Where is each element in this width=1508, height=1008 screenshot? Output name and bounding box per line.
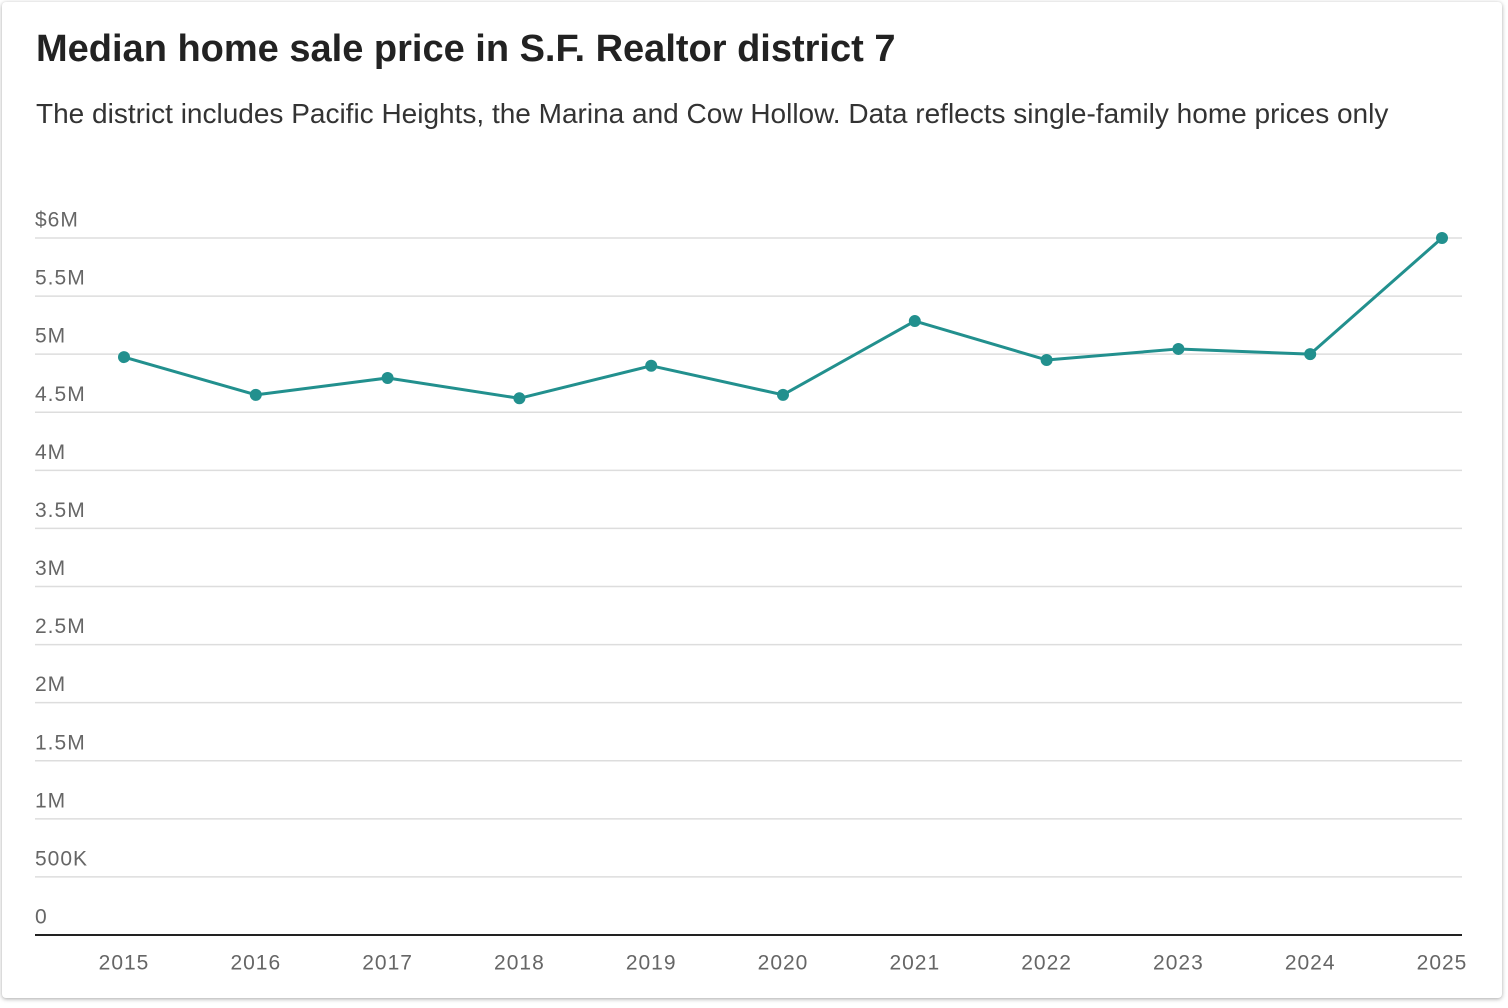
data-point <box>513 392 526 405</box>
x-tick-label: 2024 <box>1285 952 1336 975</box>
x-tick-label: 2021 <box>889 952 940 975</box>
data-point <box>381 371 394 384</box>
y-tick-label: 4M <box>35 441 66 464</box>
x-tick-label: 2025 <box>1417 952 1468 975</box>
x-tick-label: 2020 <box>758 952 809 975</box>
y-tick-label: 5M <box>35 325 66 348</box>
y-tick-label: $6M <box>35 209 79 232</box>
y-tick-label: 4.5M <box>35 383 86 406</box>
chart-subtitle: The district includes Pacific Heights, t… <box>36 98 1389 129</box>
data-point <box>118 351 130 364</box>
x-tick-label: 2015 <box>99 952 150 975</box>
y-tick-label: 2M <box>35 673 66 696</box>
data-point <box>249 388 262 401</box>
y-tick-label: 0 <box>35 906 48 929</box>
data-point <box>1040 353 1053 366</box>
x-tick-label: 2019 <box>626 952 677 975</box>
y-tick-label: 1M <box>35 789 66 812</box>
y-tick-label: 2.5M <box>35 615 86 638</box>
x-tick-label: 2022 <box>1021 952 1072 975</box>
data-point <box>1436 232 1448 244</box>
x-tick-label: 2018 <box>494 952 545 975</box>
x-tick-label: 2016 <box>230 952 281 975</box>
data-point <box>1172 342 1185 355</box>
chart-title: Median home sale price in S.F. Realtor d… <box>36 28 896 70</box>
y-tick-label: 1.5M <box>35 731 86 754</box>
x-tick-label: 2023 <box>1153 952 1204 975</box>
y-tick-label: 5.5M <box>35 267 86 290</box>
y-tick-label: 500K <box>35 847 88 870</box>
data-point <box>908 315 921 328</box>
data-line <box>123 236 1443 400</box>
x-tick-label: 2017 <box>362 952 413 975</box>
y-tick-label: 3M <box>35 557 66 580</box>
data-point <box>1304 348 1317 361</box>
y-tick-label: 3.5M <box>35 499 86 522</box>
data-point <box>777 388 789 401</box>
data-point <box>645 359 658 372</box>
